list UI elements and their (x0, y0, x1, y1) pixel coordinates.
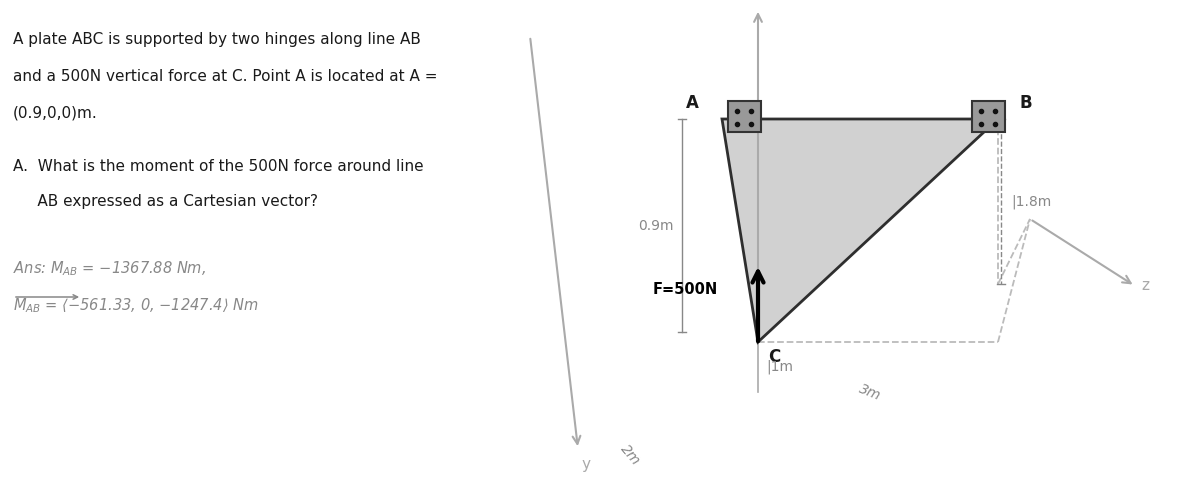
FancyBboxPatch shape (727, 101, 761, 132)
Text: Ans: $M_{AB}$ = −1367.88 Nm,: Ans: $M_{AB}$ = −1367.88 Nm, (13, 259, 206, 278)
Text: and a 500N vertical force at C. Point A is located at A =: and a 500N vertical force at C. Point A … (13, 69, 438, 84)
Text: z: z (1141, 279, 1150, 293)
Text: AB expressed as a Cartesian vector?: AB expressed as a Cartesian vector? (13, 194, 318, 209)
Text: 0.9m: 0.9m (638, 219, 674, 232)
FancyBboxPatch shape (972, 101, 1004, 132)
Text: F=500N: F=500N (653, 283, 719, 297)
Text: C: C (768, 348, 780, 366)
Text: 3m: 3m (857, 382, 883, 403)
Text: 2m: 2m (618, 442, 642, 468)
Polygon shape (722, 119, 998, 342)
Text: A: A (685, 94, 698, 112)
Text: |1m: |1m (766, 360, 793, 374)
Text: A plate ABC is supported by two hinges along line AB: A plate ABC is supported by two hinges a… (13, 32, 421, 47)
Text: (0.9,0,0)m.: (0.9,0,0)m. (13, 106, 97, 121)
Text: y: y (582, 457, 590, 472)
Text: A.  What is the moment of the 500N force around line: A. What is the moment of the 500N force … (13, 159, 424, 174)
Text: $M_{AB}$ = ⟨−561.33, 0, −1247.4⟩ Nm: $M_{AB}$ = ⟨−561.33, 0, −1247.4⟩ Nm (13, 296, 259, 314)
Text: |1.8m: |1.8m (1010, 194, 1051, 209)
Text: B: B (1020, 94, 1032, 112)
